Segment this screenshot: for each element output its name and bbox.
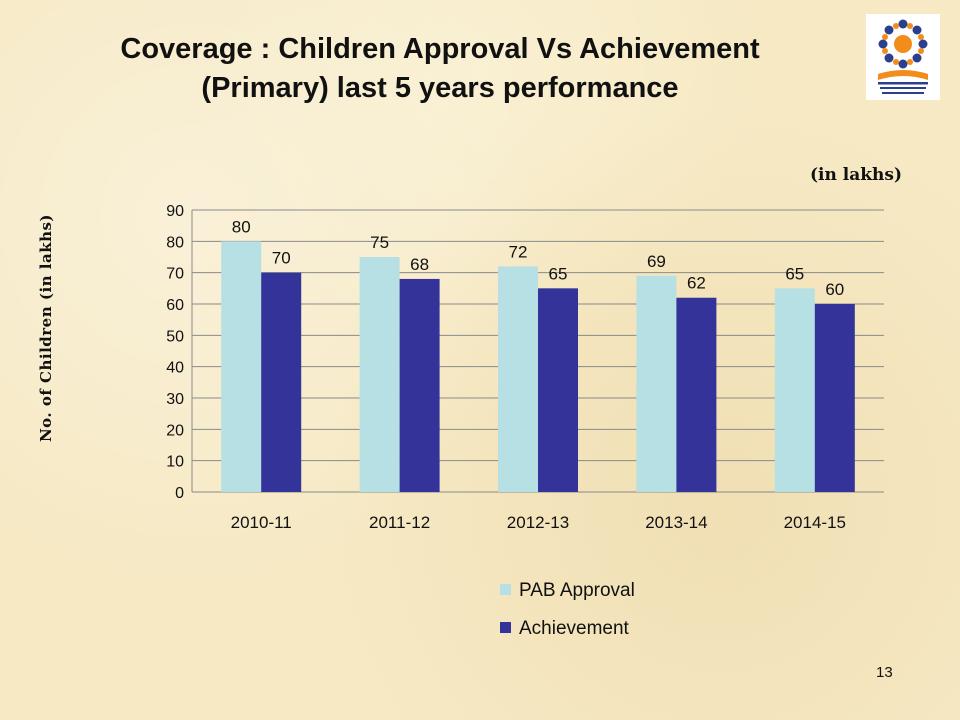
- x-tick-label: 2012-13: [507, 513, 569, 532]
- y-tick-label: 10: [166, 454, 184, 471]
- y-tick-label: 40: [166, 360, 184, 377]
- legend-label: Achievement: [519, 618, 630, 639]
- x-axis-ticks: 2010-11 2011-12 2012-13 2013-14 2014-15: [231, 513, 846, 532]
- x-tick-label: 2010-11: [231, 513, 292, 532]
- y-tick-label: 20: [166, 422, 184, 439]
- bar-achievement: [261, 272, 302, 492]
- data-label: 60: [825, 280, 844, 299]
- y-tick-label: 0: [175, 485, 184, 502]
- bar-pab-approval: [359, 257, 400, 492]
- legend-swatch: [500, 622, 511, 633]
- x-tick-label: 2014-15: [784, 513, 846, 532]
- legend: PAB Approval Achievement: [500, 580, 635, 639]
- data-label: 65: [549, 264, 568, 283]
- bar-achievement: [399, 278, 440, 492]
- data-label: 69: [647, 252, 666, 271]
- bar-pab-approval: [774, 288, 815, 492]
- data-label: 68: [410, 255, 429, 274]
- bar-achievement: [538, 288, 578, 492]
- mid-day-meal-logo-icon: [866, 14, 940, 100]
- unit-note: (in lakhs): [810, 165, 903, 185]
- legend-label: PAB Approval: [519, 580, 635, 601]
- bar-pab-approval: [498, 266, 538, 492]
- slide-title-line1: Coverage : Children Approval Vs Achievem…: [120, 33, 760, 65]
- mid-day-meal-logo: [866, 14, 940, 100]
- bar-pab-approval: [636, 275, 677, 492]
- data-label: 75: [370, 233, 389, 252]
- y-tick-label: 50: [166, 328, 184, 345]
- bar-achievement: [814, 304, 855, 492]
- data-label: 62: [687, 274, 706, 293]
- y-axis-ticks: 0 10 20 30 40 50 60 70 80 90: [166, 203, 184, 502]
- data-labels: 80 70 75 68 72 65 69 62 65 60: [232, 217, 845, 299]
- data-label: 72: [509, 242, 528, 261]
- bar-pab-approval: [221, 241, 262, 492]
- x-tick-label: 2011-12: [369, 513, 430, 532]
- data-label: 65: [785, 264, 804, 283]
- bars: [221, 241, 855, 492]
- y-tick-label: 60: [166, 297, 184, 314]
- legend-swatch: [500, 584, 511, 595]
- y-tick-label: 30: [166, 391, 184, 408]
- y-tick-label: 90: [166, 203, 184, 220]
- bar-achievement: [676, 297, 717, 492]
- page-number: 13: [876, 664, 893, 681]
- data-label: 80: [232, 217, 251, 236]
- slide-title-line2: (Primary) last 5 years performance: [201, 72, 679, 104]
- data-label: 70: [272, 249, 291, 268]
- x-tick-label: 2013-14: [645, 513, 707, 532]
- y-tick-label: 70: [166, 266, 184, 283]
- y-tick-label: 80: [166, 234, 184, 251]
- slide-title: Coverage : Children Approval Vs Achievem…: [30, 30, 850, 108]
